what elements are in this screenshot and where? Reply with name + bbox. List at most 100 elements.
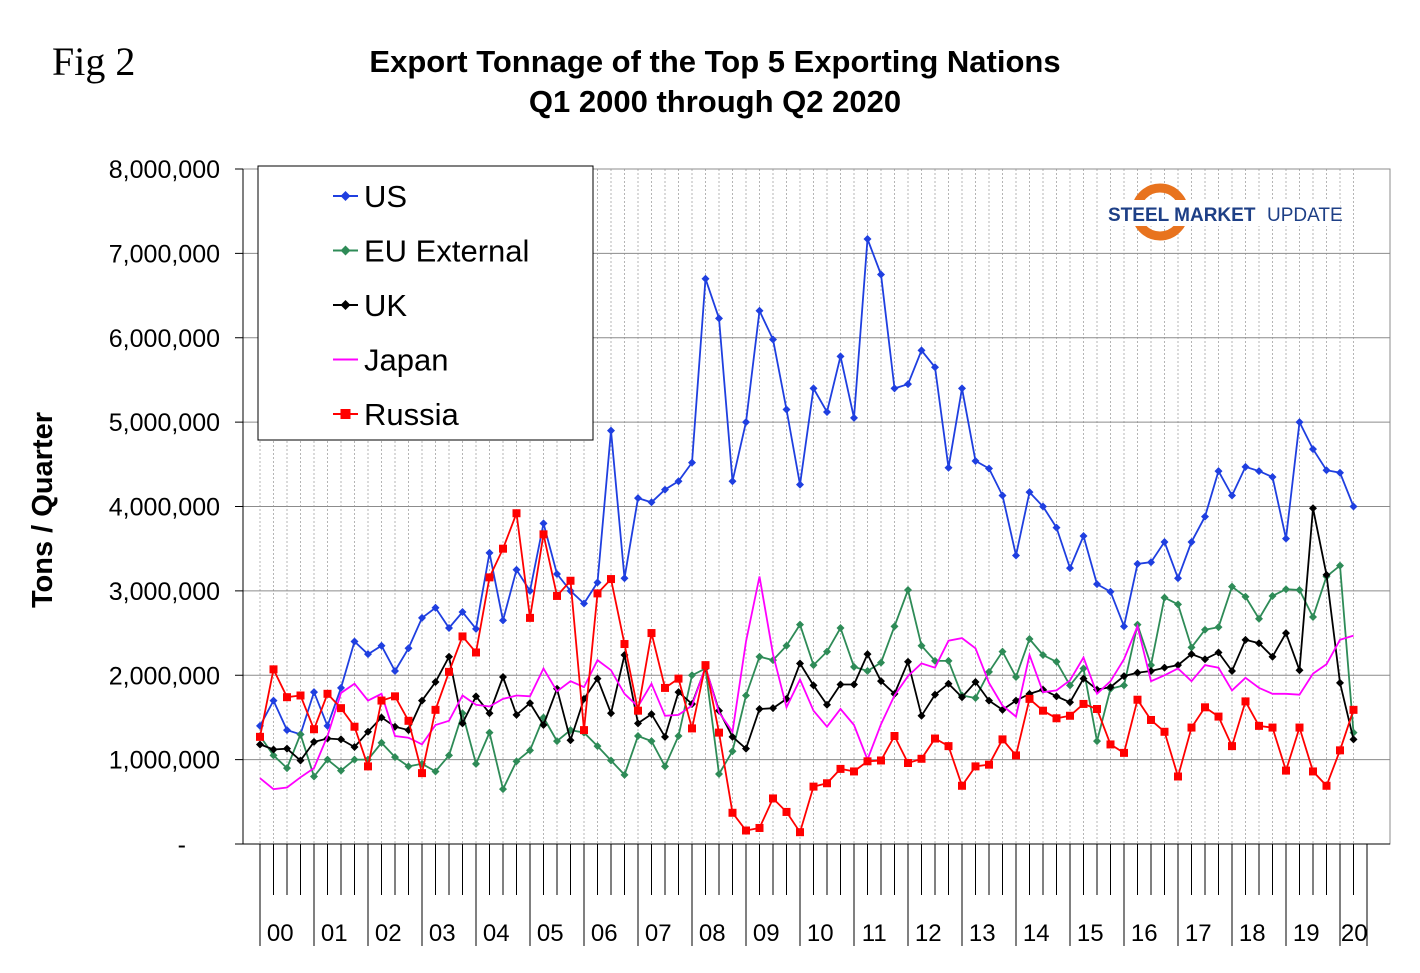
data-point-uk: [796, 659, 804, 668]
data-point-us: [836, 352, 845, 361]
x-tick-label: 00: [267, 920, 294, 947]
data-point-russia: [1336, 746, 1344, 755]
data-point-uk: [1349, 735, 1358, 744]
data-point-uk: [283, 744, 291, 753]
y-tick-label: 8,000,000: [109, 156, 220, 184]
data-point-russia: [1214, 712, 1223, 721]
data-point-russia: [485, 573, 494, 582]
data-point-russia: [742, 826, 750, 835]
data-point-russia: [607, 575, 615, 584]
data-point-russia: [917, 754, 926, 763]
x-tick-label: 02: [375, 920, 402, 947]
data-point-uk: [877, 677, 885, 686]
x-tick-label: 18: [1239, 920, 1266, 947]
data-point-us: [1052, 523, 1061, 532]
data-point-russia: [593, 589, 602, 598]
data-point-uk: [256, 740, 264, 749]
data-point-us: [944, 463, 953, 472]
x-tick-label: 04: [483, 920, 510, 947]
data-point-russia: [890, 732, 899, 740]
data-point-us: [1322, 466, 1331, 475]
data-point-us: [350, 637, 359, 646]
data-point-uk: [377, 713, 386, 722]
data-point-uk: [985, 696, 993, 705]
data-point-us: [512, 565, 521, 574]
series-us: [256, 235, 1358, 739]
data-point-us: [971, 456, 980, 465]
data-point-russia: [661, 683, 669, 692]
data-point-eu-external: [1295, 586, 1304, 595]
data-point-eu-external: [526, 746, 534, 755]
data-point-russia: [809, 782, 818, 791]
series-uk: [256, 504, 1358, 765]
data-point-us: [809, 384, 818, 393]
legend-label-eu-external: EU External: [364, 234, 529, 269]
legend-marker-uk: [340, 300, 351, 310]
data-point-uk: [728, 732, 737, 741]
data-point-uk: [904, 657, 912, 666]
data-point-uk: [809, 681, 818, 690]
data-point-uk: [863, 650, 872, 659]
data-point-russia: [445, 667, 453, 676]
data-point-us: [1120, 622, 1128, 631]
x-tick-label: 10: [807, 920, 834, 947]
data-point-russia: [269, 665, 278, 674]
data-point-eu-external: [593, 742, 602, 751]
y-tick-label: 1,000,000: [109, 747, 220, 775]
data-point-uk: [1012, 696, 1020, 705]
data-point-russia: [364, 762, 372, 771]
chart-title: Export Tonnage of the Top 5 Exporting Na…: [260, 42, 1170, 122]
data-point-eu-external: [823, 647, 831, 656]
data-point-uk: [418, 696, 426, 705]
data-point-us: [931, 363, 939, 372]
data-point-uk: [1066, 698, 1074, 707]
data-point-eu-external: [1201, 625, 1209, 634]
data-point-uk: [431, 678, 440, 686]
chart-title-line-2: Q1 2000 through Q2 2020: [528, 84, 902, 119]
data-point-uk: [1228, 667, 1236, 676]
data-point-russia: [877, 756, 885, 765]
data-point-russia: [458, 632, 467, 641]
data-point-russia: [1052, 714, 1061, 723]
data-point-us: [958, 384, 966, 393]
data-point-us: [1241, 462, 1250, 471]
data-point-uk: [661, 732, 669, 741]
data-point-uk: [1120, 672, 1128, 681]
data-point-us: [472, 624, 480, 633]
data-point-us: [728, 477, 737, 486]
data-point-eu-external: [607, 756, 615, 765]
data-point-uk: [472, 692, 480, 701]
series-line-japan: [259, 576, 1354, 791]
data-point-eu-external: [1025, 634, 1034, 643]
data-point-russia: [404, 716, 413, 725]
logo-text-light: UPDATE: [1267, 205, 1343, 226]
data-point-us: [310, 688, 318, 697]
data-point-uk: [593, 674, 602, 683]
data-point-us: [1174, 574, 1182, 583]
data-point-us: [499, 616, 507, 625]
data-point-eu-external: [715, 769, 723, 778]
data-point-russia: [769, 794, 777, 803]
data-point-uk: [512, 710, 521, 719]
legend-label-japan: Japan: [364, 343, 448, 378]
x-tick-label: 01: [321, 920, 348, 947]
data-point-russia: [1174, 772, 1182, 781]
data-point-us: [404, 644, 413, 653]
data-point-russia: [323, 689, 332, 698]
data-point-uk: [526, 699, 534, 708]
data-point-uk: [755, 705, 764, 713]
data-point-us: [593, 578, 602, 587]
data-point-uk: [539, 721, 548, 730]
data-point-russia: [715, 728, 723, 737]
legend-marker-russia: [340, 409, 351, 419]
data-point-eu-external: [310, 772, 318, 781]
data-point-us: [647, 498, 656, 507]
data-point-us: [526, 586, 534, 595]
data-point-us: [283, 726, 291, 735]
data-point-eu-external: [1160, 593, 1169, 602]
data-point-eu-external: [836, 624, 845, 632]
data-point-russia: [1160, 727, 1169, 736]
y-tick-label: -: [178, 831, 186, 859]
legend-box: [257, 165, 594, 441]
